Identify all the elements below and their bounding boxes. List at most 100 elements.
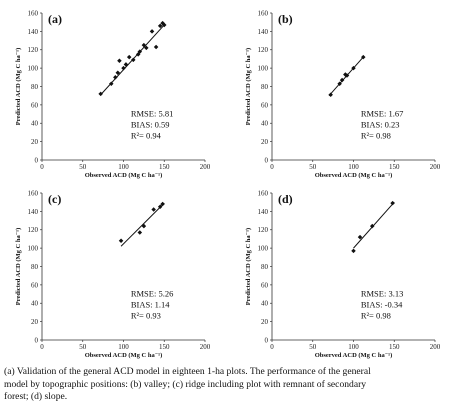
stat-text: R²= 0.98 — [361, 131, 391, 141]
caption-line-2: model by topographic positions: (b) vall… — [4, 378, 367, 390]
caption-line-1: (a) Validation of the general ACD model … — [4, 366, 371, 377]
y-tick-label: 0 — [35, 156, 39, 164]
data-point — [157, 23, 163, 29]
y-tick-label: 160 — [28, 9, 39, 17]
y-tick-label: 60 — [261, 101, 269, 109]
x-tick-label: 150 — [389, 343, 400, 351]
data-point — [144, 45, 149, 51]
y-tick-label: 100 — [28, 245, 39, 253]
data-point — [123, 62, 129, 67]
fit-line — [120, 202, 165, 247]
y-tick-label: 40 — [31, 120, 39, 128]
caption-line-3: forest; (d) slope. — [4, 391, 68, 403]
y-tick-label: 160 — [28, 189, 39, 197]
x-tick-label: 50 — [309, 163, 317, 171]
data-point — [113, 75, 118, 80]
data-point — [117, 58, 122, 64]
data-point — [337, 81, 342, 87]
data-point — [369, 223, 375, 229]
data-point — [137, 230, 143, 235]
data-point — [126, 54, 132, 60]
x-tick-label: 0 — [40, 343, 44, 351]
y-tick-label: 160 — [258, 9, 269, 17]
panel-label: (a) — [48, 12, 62, 26]
y-tick-label: 20 — [31, 138, 39, 146]
y-tick-label: 120 — [28, 46, 39, 54]
y-tick-label: 0 — [35, 336, 39, 344]
y-tick-label: 40 — [31, 300, 39, 308]
panel-label: (b) — [278, 12, 293, 26]
stat-text: RMSE: 5.26 — [131, 289, 174, 299]
x-axis-label: Observed ACD (Mg C ha⁻¹) — [85, 352, 163, 359]
stat-text: RMSE: 5.81 — [131, 109, 174, 119]
stat-text: BIAS: 0.59 — [131, 120, 170, 130]
y-tick-label: 140 — [258, 208, 269, 216]
x-tick-label: 0 — [40, 163, 44, 171]
x-axis-label: Observed ACD (Mg C ha⁻¹) — [85, 172, 163, 179]
y-tick-label: 100 — [258, 65, 269, 73]
y-tick-label: 60 — [261, 281, 269, 289]
chart-panel-3: 0 20 40 60 80 100 120 140 160 0 50 100 150 200 Observe… — [15, 189, 211, 359]
data-point — [390, 200, 395, 206]
x-tick-label: 100 — [118, 163, 129, 171]
x-tick-label: 200 — [430, 343, 441, 351]
x-tick-label: 150 — [159, 343, 170, 351]
x-tick-label: 50 — [79, 163, 87, 171]
data-point — [141, 42, 147, 48]
chart-panel-2: 0 20 40 60 80 100 120 140 160 0 50 100 150 200 Observe… — [245, 9, 441, 179]
data-point — [121, 65, 126, 71]
y-tick-label: 80 — [31, 83, 39, 91]
y-tick-label: 0 — [265, 156, 269, 164]
fit-line — [353, 201, 395, 249]
x-axis-label: Observed ACD (Mg C ha⁻¹) — [315, 172, 393, 179]
x-tick-label: 0 — [270, 343, 274, 351]
stat-text: RMSE: 1.67 — [361, 109, 404, 119]
y-tick-label: 60 — [31, 281, 39, 289]
stat-text: BIAS: 1.14 — [131, 300, 170, 310]
x-tick-label: 100 — [348, 343, 359, 351]
panel-label: (d) — [278, 192, 293, 206]
data-point — [118, 238, 124, 244]
y-tick-label: 20 — [31, 318, 39, 326]
y-tick-label: 80 — [261, 83, 269, 91]
y-axis-label: Predicted ACD (Mg C ha⁻¹) — [15, 48, 22, 125]
y-tick-label: 80 — [31, 263, 39, 271]
x-tick-label: 0 — [270, 163, 274, 171]
stat-text: R²= 0.93 — [131, 311, 161, 321]
y-tick-label: 40 — [261, 120, 269, 128]
data-point — [153, 44, 159, 50]
chart-grid: 0 20 40 60 80 100 120 140 160 0 50 100 150 200 Observe… — [15, 9, 441, 359]
data-point — [357, 234, 363, 240]
y-tick-label: 20 — [261, 138, 269, 146]
y-tick-label: 140 — [28, 28, 39, 36]
data-point — [151, 207, 156, 212]
y-tick-label: 160 — [258, 189, 269, 197]
y-tick-label: 60 — [31, 101, 39, 109]
stat-text: R²= 0.94 — [131, 131, 162, 141]
y-tick-label: 140 — [28, 208, 39, 216]
data-point — [109, 81, 114, 87]
y-tick-label: 120 — [258, 226, 269, 234]
stat-text: RMSE: 3.13 — [361, 289, 404, 299]
data-point — [98, 91, 103, 97]
x-tick-label: 50 — [79, 343, 87, 351]
y-axis-label: Predicted ACD (Mg C ha⁻¹) — [245, 228, 252, 305]
y-tick-label: 20 — [261, 318, 269, 326]
stat-text: BIAS: -0.34 — [361, 300, 403, 310]
panel-label: (c) — [48, 192, 61, 206]
y-tick-label: 140 — [258, 28, 269, 36]
y-axis-label: Predicted ACD (Mg C ha⁻¹) — [15, 228, 22, 305]
y-tick-label: 120 — [258, 46, 269, 54]
x-axis-label: Observed ACD (Mg C ha⁻¹) — [315, 352, 393, 359]
y-axis-label: Predicted ACD (Mg C ha⁻¹) — [245, 48, 252, 125]
figure-caption: (a) Validation of the general ACD model … — [4, 366, 470, 404]
chart-panel-4: 0 20 40 60 80 100 120 140 160 0 50 100 150 200 Observe… — [245, 189, 441, 359]
stat-text: R²= 0.98 — [361, 311, 391, 321]
y-tick-label: 40 — [261, 300, 269, 308]
data-point — [149, 29, 155, 34]
data-point — [328, 92, 333, 98]
x-tick-label: 100 — [348, 163, 359, 171]
x-tick-label: 200 — [200, 163, 211, 171]
x-tick-label: 200 — [200, 343, 211, 351]
